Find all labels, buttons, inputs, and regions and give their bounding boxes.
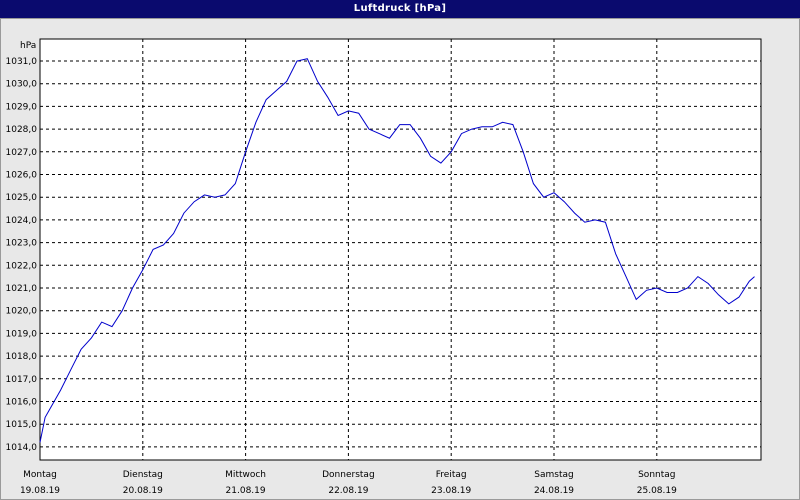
x-tick-day-label: Mittwoch bbox=[225, 470, 266, 480]
y-axis-unit: hPa bbox=[20, 41, 36, 51]
x-tick-day-label: Donnerstag bbox=[322, 470, 375, 480]
x-tick-day-label: Montag bbox=[23, 470, 57, 480]
y-tick-label: 1018,0 bbox=[6, 352, 38, 362]
y-axis-ticks: 1014,0 1015,0 1016,0 1017,0 1018,0 1019,0 1020… bbox=[6, 57, 38, 453]
x-tick-date-label: 20.08.19 bbox=[123, 486, 163, 496]
y-tick-label: 1024,0 bbox=[6, 216, 38, 226]
y-tick-label: 1015,0 bbox=[6, 420, 38, 430]
y-tick-label: 1021,0 bbox=[6, 284, 38, 294]
y-tick-label: 1029,0 bbox=[6, 102, 38, 112]
y-tick-label: 1026,0 bbox=[6, 171, 38, 181]
y-tick-label: 1019,0 bbox=[6, 329, 38, 339]
y-tick-label: 1030,0 bbox=[6, 80, 38, 90]
x-tick-date-label: 23.08.19 bbox=[431, 486, 471, 496]
chart-title-bar: Luftdruck [hPa] bbox=[0, 0, 800, 18]
chart-title: Luftdruck [hPa] bbox=[353, 3, 447, 14]
y-tick-label: 1023,0 bbox=[6, 239, 38, 249]
y-tick-label: 1016,0 bbox=[6, 398, 38, 408]
x-axis-ticks: Montag 19.08.19 Dienstag 20.08.19 Mittwoch 21… bbox=[20, 470, 677, 496]
y-tick-label: 1020,0 bbox=[6, 307, 38, 317]
pressure-line bbox=[39, 58, 755, 443]
x-tick-day-label: Samstag bbox=[534, 470, 573, 480]
y-tick-label: 1027,0 bbox=[6, 148, 38, 158]
grid bbox=[40, 39, 761, 460]
x-tick-date-label: 21.08.19 bbox=[226, 486, 266, 496]
y-tick-label: 1025,0 bbox=[6, 193, 38, 203]
y-tick-label: 1031,0 bbox=[6, 57, 38, 67]
y-tick-label: 1014,0 bbox=[6, 443, 38, 453]
x-tick-day-label: Freitag bbox=[436, 470, 467, 480]
y-tick-label: 1017,0 bbox=[6, 375, 38, 385]
x-tick-day-label: Sonntag bbox=[638, 470, 675, 480]
y-tick-label: 1028,0 bbox=[6, 125, 38, 135]
y-tick-label: 1022,0 bbox=[6, 261, 38, 271]
x-tick-date-label: 22.08.19 bbox=[328, 486, 368, 496]
x-tick-date-label: 19.08.19 bbox=[20, 486, 60, 496]
x-tick-date-label: 25.08.19 bbox=[637, 486, 677, 496]
x-tick-day-label: Dienstag bbox=[123, 470, 163, 480]
x-tick-date-label: 24.08.19 bbox=[534, 486, 574, 496]
plot-area bbox=[39, 38, 762, 461]
